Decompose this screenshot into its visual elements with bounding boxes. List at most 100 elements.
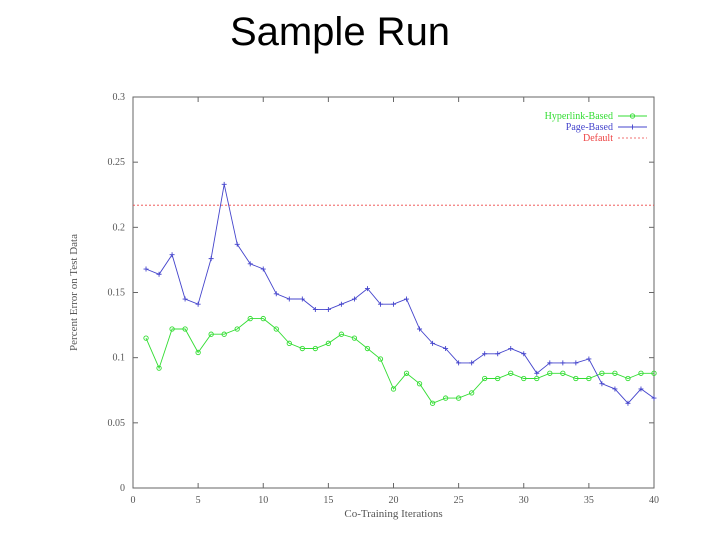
- data-point: [508, 346, 514, 352]
- data-point: [534, 375, 540, 382]
- data-point: [169, 252, 175, 258]
- data-point: [586, 356, 592, 362]
- series-line-1: [145, 184, 655, 404]
- y-tick-label: 0.2: [113, 222, 126, 233]
- x-tick-label: 35: [584, 495, 594, 506]
- data-point: [286, 340, 292, 346]
- y-tick-label: 0.1: [113, 353, 126, 364]
- data-point: [351, 335, 358, 341]
- data-point: [534, 370, 540, 376]
- data-point: [521, 375, 527, 382]
- data-point: [612, 370, 618, 376]
- slide-title: Sample Run: [229, 10, 451, 54]
- data-point: [625, 400, 631, 406]
- data-point: [143, 266, 149, 272]
- data-point: [443, 346, 449, 352]
- data-point: [429, 400, 436, 406]
- x-tick-label: 10: [258, 495, 268, 506]
- data-point: [417, 326, 423, 332]
- data-point: [521, 351, 527, 357]
- x-tick-label: 15: [323, 495, 333, 506]
- data-point: [143, 335, 149, 341]
- data-point: [221, 181, 227, 187]
- data-point: [495, 351, 501, 357]
- x-tick-label: 0: [131, 495, 136, 506]
- data-point: [468, 390, 475, 396]
- data-point: [195, 301, 201, 307]
- data-point: [391, 301, 396, 307]
- data-point: [416, 381, 423, 387]
- data-point: [442, 395, 449, 401]
- data-point: [547, 360, 553, 366]
- data-point: [573, 360, 579, 366]
- data-point: [273, 291, 279, 297]
- data-point: [430, 340, 436, 346]
- data-point: [377, 301, 383, 307]
- data-point: [169, 326, 175, 332]
- y-tick-label: 0.3: [113, 92, 126, 103]
- legend-marker: [629, 113, 636, 119]
- series-line-0: [145, 318, 654, 404]
- data-point: [338, 301, 344, 307]
- data-point: [247, 261, 253, 267]
- data-point: [508, 370, 514, 376]
- y-axis-label: Percent Error on Test Data: [68, 234, 80, 351]
- chart-plot-area: [133, 181, 657, 406]
- data-point: [299, 296, 305, 302]
- data-point: [612, 386, 618, 392]
- data-point: [273, 326, 279, 332]
- data-point: [651, 395, 657, 401]
- data-point: [156, 271, 162, 277]
- data-point: [351, 296, 357, 302]
- data-point: [195, 349, 201, 356]
- data-point: [390, 386, 397, 392]
- data-point: [312, 306, 318, 312]
- data-point: [247, 315, 253, 322]
- legend-label: Default: [583, 133, 613, 144]
- x-tick-label: 5: [196, 495, 201, 506]
- data-point: [338, 331, 345, 337]
- legend-label: Page-Based: [566, 122, 613, 133]
- data-point: [638, 386, 644, 392]
- legend-label: Hyperlink-Based: [545, 111, 613, 122]
- data-point: [469, 360, 475, 366]
- data-point: [156, 365, 162, 371]
- data-point: [599, 370, 605, 376]
- data-point: [599, 381, 605, 387]
- x-tick-label: 25: [454, 495, 464, 506]
- data-point: [456, 360, 462, 366]
- data-point: [482, 375, 488, 382]
- data-point: [403, 370, 410, 376]
- y-tick-label: 0.05: [108, 418, 126, 429]
- data-point: [208, 256, 214, 262]
- data-point: [325, 306, 331, 312]
- data-point: [182, 326, 188, 332]
- data-point: [221, 331, 227, 337]
- data-point: [560, 370, 566, 376]
- data-point: [260, 315, 266, 322]
- y-tick-label: 0.25: [108, 157, 126, 168]
- data-point: [260, 266, 266, 272]
- data-point: [364, 345, 371, 352]
- data-point: [625, 375, 631, 382]
- data-point: [364, 286, 370, 292]
- x-tick-label: 40: [649, 495, 659, 506]
- data-point: [638, 370, 644, 376]
- data-point: [377, 356, 384, 362]
- data-point: [560, 360, 566, 366]
- legend-marker: [630, 124, 635, 130]
- y-tick-label: 0.15: [108, 288, 126, 299]
- data-point: [312, 345, 318, 352]
- data-point: [573, 375, 579, 382]
- data-point: [286, 296, 292, 302]
- data-point: [208, 331, 214, 337]
- y-tick-label: 0: [120, 483, 125, 494]
- data-point: [455, 395, 462, 401]
- data-point: [234, 326, 240, 332]
- data-point: [547, 370, 553, 376]
- x-axis-label: Co-Training Iterations: [344, 508, 442, 520]
- data-point: [651, 370, 657, 376]
- chart-axes: 0 5 10 15 20 25 30 35 40 0 0.05 0.1 0.15 0.2 0.25 0.3: [108, 92, 660, 506]
